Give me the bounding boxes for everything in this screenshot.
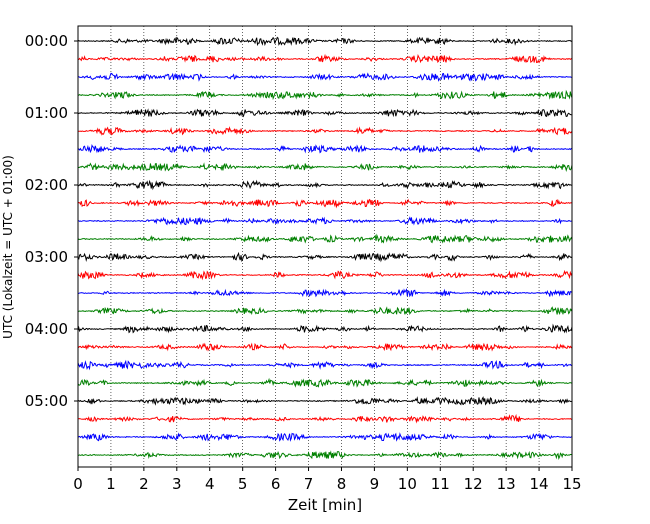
- x-tick-label: 3: [172, 475, 182, 493]
- trace-line: [77, 108, 573, 118]
- trace-line: [77, 36, 573, 47]
- x-axis-label: Zeit [min]: [288, 496, 362, 514]
- x-tick-label: 1: [106, 475, 116, 493]
- x-tick-label: 13: [497, 475, 516, 493]
- trace-line: [77, 342, 573, 352]
- trace-line: [77, 306, 573, 316]
- y-tick-label: 05:00: [25, 392, 68, 410]
- x-tick-label: 0: [73, 475, 83, 493]
- trace-line: [77, 233, 573, 244]
- x-tick-label: 4: [205, 475, 215, 493]
- trace-line: [77, 126, 573, 136]
- trace-line: [77, 450, 573, 460]
- trace-line: [77, 377, 573, 388]
- trace-line: [77, 413, 573, 424]
- trace-line: [77, 432, 573, 442]
- trace-line: [77, 288, 573, 298]
- x-tick-label: 6: [271, 475, 281, 493]
- x-tick-label: 11: [431, 475, 450, 493]
- trace-line: [77, 198, 573, 209]
- trace-line: [77, 143, 573, 154]
- x-tick-label: 7: [304, 475, 314, 493]
- trace-line: [77, 251, 573, 263]
- trace-layer: [77, 36, 573, 460]
- y-tick-label: 04:00: [25, 320, 68, 338]
- x-axis: 0 1 2 3 4 5 6 7 8 9 10 11 12 13 14 15: [73, 467, 582, 493]
- trace-line: [77, 216, 573, 226]
- trace-line: [77, 179, 573, 191]
- trace-line: [77, 162, 573, 173]
- x-tick-label: 15: [562, 475, 581, 493]
- plot-frame: [77, 25, 573, 468]
- y-axis: 00:00 01:00 02:00 03:00 04:00 05:00: [25, 32, 78, 410]
- trace-line: [77, 269, 573, 281]
- y-tick-label: 00:00: [25, 32, 68, 50]
- x-tick-label: 12: [464, 475, 483, 493]
- trace-line: [77, 359, 573, 371]
- x-tick-label: 14: [530, 475, 549, 493]
- trace-line: [77, 396, 573, 406]
- trace-line: [77, 89, 573, 101]
- y-tick-label: 02:00: [25, 176, 68, 194]
- trace-line: [77, 72, 573, 82]
- x-tick-label: 2: [139, 475, 149, 493]
- x-tick-label: 10: [398, 475, 417, 493]
- trace-line: [77, 323, 573, 334]
- y-tick-label: 01:00: [25, 104, 68, 122]
- y-axis-label: UTC (Lokalzeit = UTC + 01:00): [1, 155, 15, 339]
- x-tick-label: 5: [238, 475, 248, 493]
- x-tick-label: 9: [370, 475, 380, 493]
- y-tick-label: 03:00: [25, 248, 68, 266]
- trace-line: [77, 53, 573, 64]
- x-tick-label: 8: [337, 475, 347, 493]
